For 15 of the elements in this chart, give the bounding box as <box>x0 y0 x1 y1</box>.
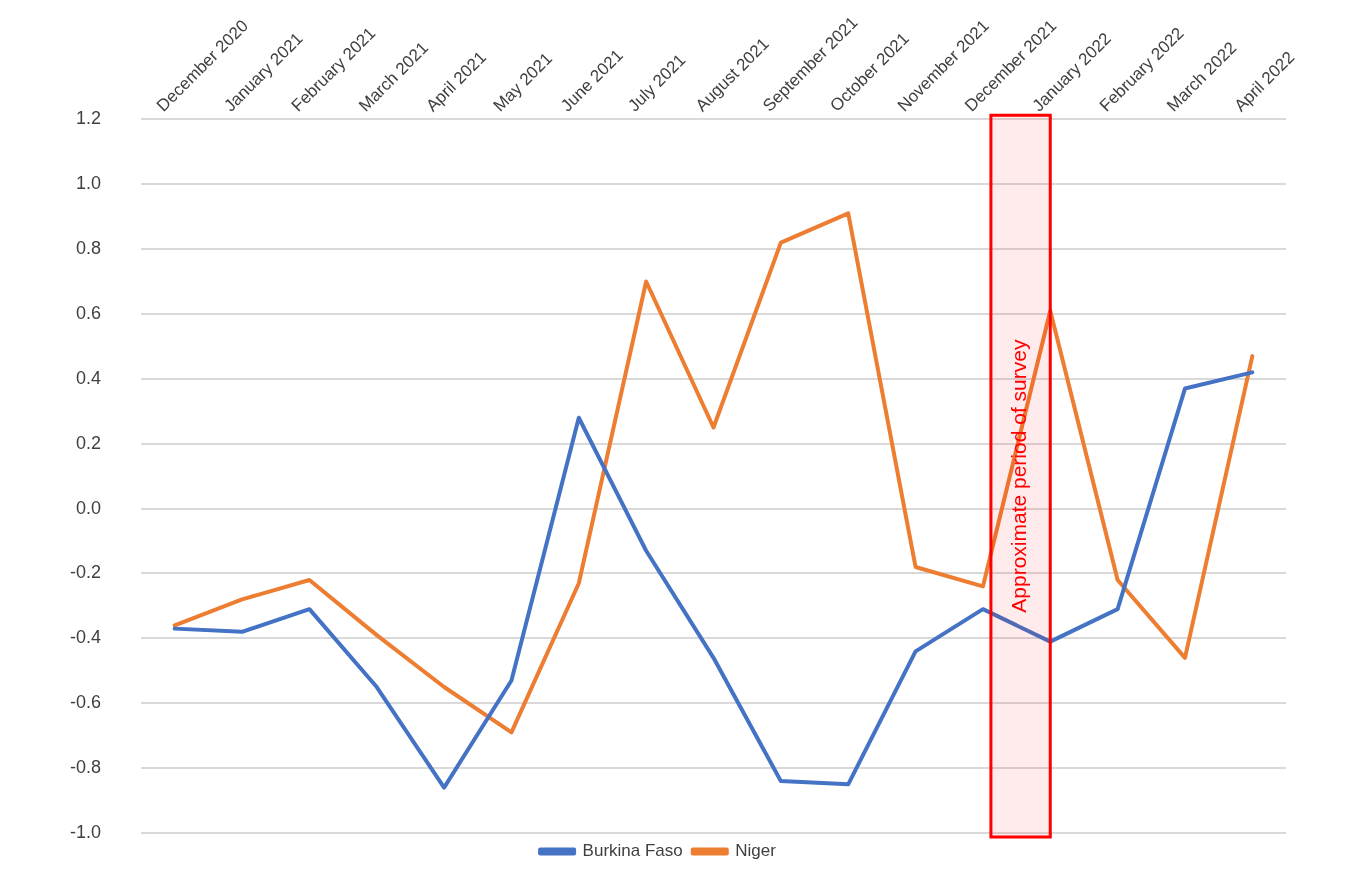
y-tick-label: -0.6 <box>69 692 102 713</box>
y-tick-label: -0.8 <box>69 757 102 778</box>
legend-label: Niger <box>735 841 777 861</box>
y-tick-label: 0.2 <box>75 432 102 453</box>
y-tick-label: -0.4 <box>69 627 102 648</box>
y-tick-label: -1.0 <box>69 821 102 842</box>
y-tick-label: 1.2 <box>75 108 102 129</box>
y-tick-label: -0.2 <box>69 562 102 583</box>
y-tick-label: 0.6 <box>75 302 102 323</box>
legend-label: Burkina Faso <box>582 841 683 861</box>
y-tick-label: 0.8 <box>75 238 102 259</box>
y-tick-label: 0.4 <box>75 367 102 388</box>
band-label: Approximate period of survey <box>1007 339 1031 613</box>
y-tick-label: 0.0 <box>75 497 102 518</box>
y-tick-label: 1.0 <box>75 173 102 194</box>
